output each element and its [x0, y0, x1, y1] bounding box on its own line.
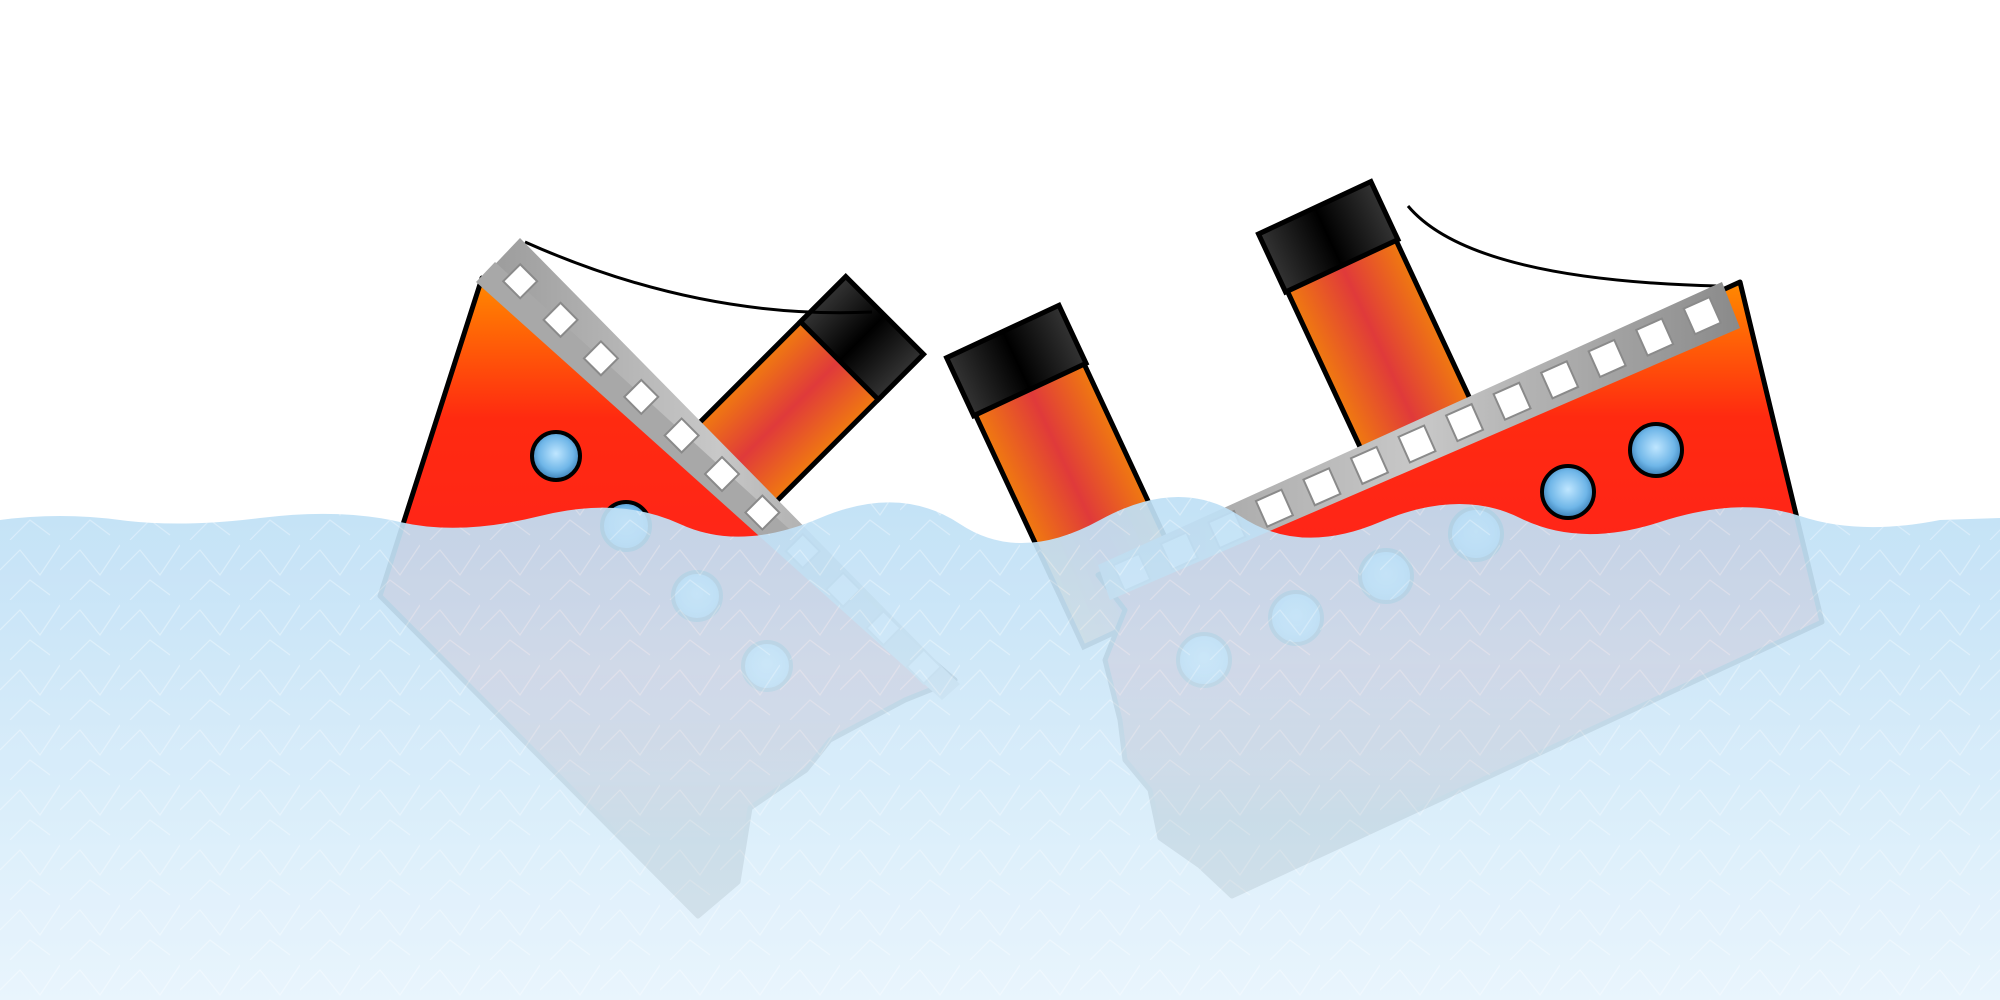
porthole-icon — [1628, 422, 1684, 478]
railing-window — [743, 494, 781, 531]
water — [0, 496, 2000, 1000]
railing-window — [1587, 338, 1627, 379]
railing-window — [542, 301, 579, 339]
railing-window — [703, 455, 741, 493]
railing-window — [1492, 381, 1532, 422]
railing-window — [582, 339, 620, 377]
railing-window — [622, 378, 660, 416]
rigging-line — [524, 240, 873, 315]
railing-window — [1254, 488, 1295, 528]
railing-window — [1397, 424, 1437, 464]
railing-window — [663, 417, 701, 454]
porthole-icon — [1540, 464, 1596, 520]
railing-window — [1539, 360, 1580, 400]
railing-window — [1682, 295, 1723, 336]
railing-window — [501, 262, 539, 300]
railing-window — [1634, 317, 1675, 357]
rigging-line — [1406, 205, 1719, 288]
railing-window — [1349, 445, 1390, 486]
railing-window — [1444, 402, 1485, 443]
railing-window — [1302, 466, 1342, 507]
porthole-icon — [530, 430, 582, 482]
